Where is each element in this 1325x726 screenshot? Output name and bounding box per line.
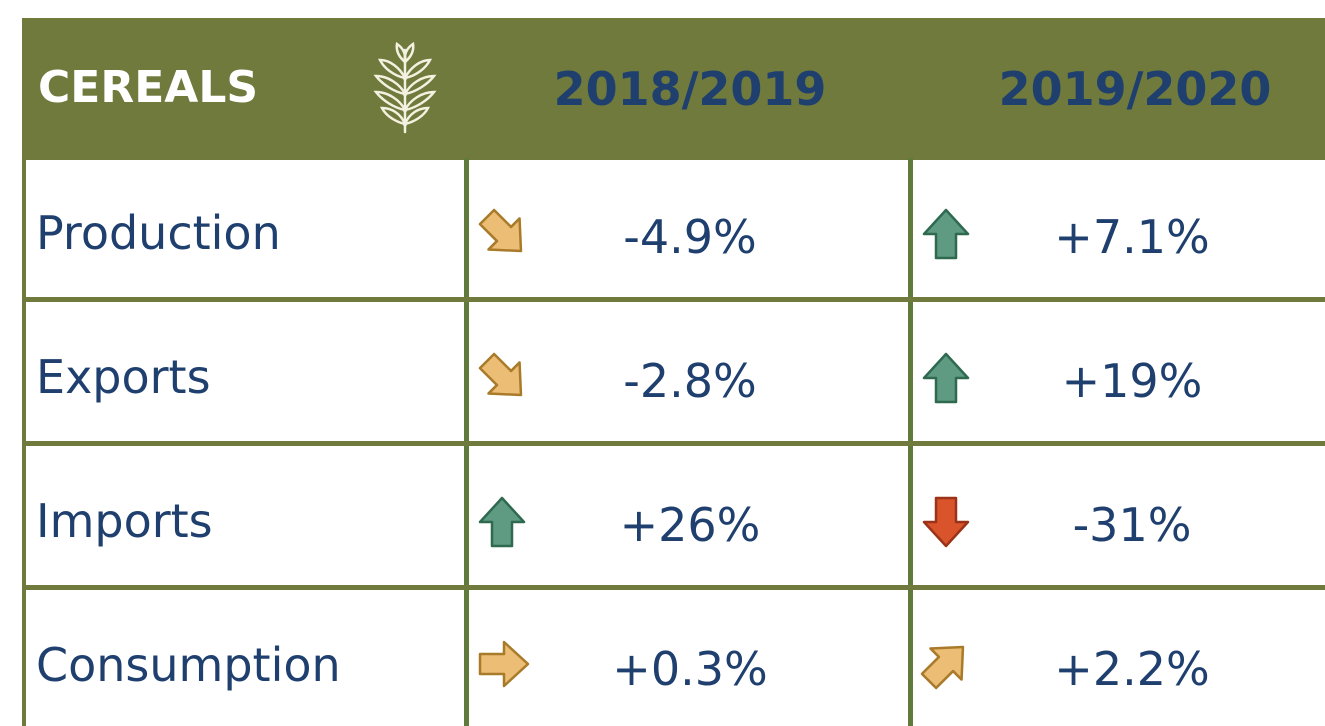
border — [22, 585, 1325, 590]
header-title: CEREALS — [38, 62, 259, 113]
arrow-up — [478, 496, 526, 548]
row-label: Production — [36, 206, 281, 260]
column-header: 2019/2020 — [998, 62, 1272, 116]
cell-value: -31% — [1072, 498, 1192, 552]
cell-value: +0.3% — [612, 642, 768, 696]
arrow-up — [922, 352, 970, 404]
arrow-up-right — [918, 636, 974, 692]
cell-value: +26% — [619, 498, 761, 552]
cell-value: +7.1% — [1054, 210, 1210, 264]
row-label: Consumption — [36, 638, 341, 692]
cell-value: +19% — [1061, 354, 1203, 408]
arrow-down — [922, 496, 970, 548]
cell-value: -4.9% — [623, 210, 757, 264]
wheat-icon — [373, 42, 437, 134]
cell-value: -2.8% — [623, 354, 757, 408]
border — [22, 441, 1325, 446]
arrow-up — [922, 208, 970, 260]
arrow-down-right — [476, 350, 532, 406]
border — [22, 297, 1325, 302]
row-label: Imports — [36, 494, 213, 548]
arrow-right — [478, 640, 530, 688]
arrow-down-right — [476, 206, 532, 262]
column-header: 2018/2019 — [553, 62, 827, 116]
header-band — [22, 18, 1325, 160]
row-label: Exports — [36, 350, 211, 404]
cell-value: +2.2% — [1054, 642, 1210, 696]
